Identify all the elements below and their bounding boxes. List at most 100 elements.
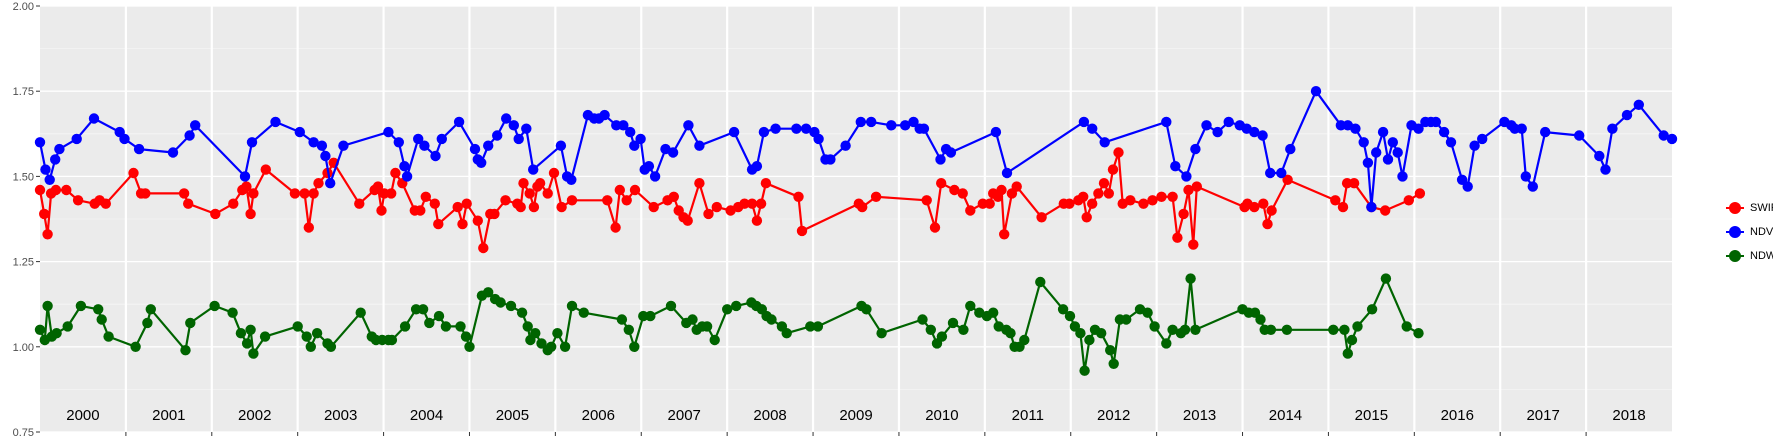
point-ndwi-10[interactable] (130, 341, 141, 352)
point-ndwi-105[interactable] (1075, 328, 1086, 339)
point-swir-137[interactable] (1403, 195, 1415, 206)
point-ndwi-21[interactable] (259, 331, 271, 342)
point-ndwi-136[interactable] (1380, 273, 1392, 284)
point-ndwi-54[interactable] (546, 341, 557, 352)
point-ndvi-1[interactable] (40, 164, 51, 175)
point-ndwi-84[interactable] (876, 328, 887, 339)
point-ndvi-37[interactable] (508, 120, 519, 131)
point-ndvi-101[interactable] (1310, 86, 1322, 97)
point-swir-100[interactable] (1011, 181, 1022, 192)
point-ndvi-8[interactable] (119, 133, 130, 145)
point-ndvi-88[interactable] (1170, 161, 1181, 172)
point-ndvi-57[interactable] (667, 147, 679, 158)
point-ndvi-82[interactable] (990, 126, 1002, 138)
point-ndwi-111[interactable] (1108, 358, 1119, 369)
point-swir-12[interactable] (140, 188, 151, 199)
point-ndwi-46[interactable] (495, 297, 506, 308)
point-ndvi-65[interactable] (791, 123, 802, 134)
point-swir-58[interactable] (548, 167, 560, 179)
point-ndwi-58[interactable] (578, 307, 589, 318)
point-ndwi-18[interactable] (241, 338, 253, 349)
point-ndwi-49[interactable] (522, 321, 533, 332)
point-ndvi-111[interactable] (1387, 137, 1399, 148)
point-swir-61[interactable] (602, 195, 613, 206)
point-ndwi-19[interactable] (245, 324, 256, 335)
point-ndwi-138[interactable] (1413, 328, 1424, 339)
point-ndvi-119[interactable] (1438, 126, 1450, 138)
point-ndwi-97[interactable] (1005, 328, 1016, 339)
point-ndwi-110[interactable] (1105, 345, 1116, 356)
point-ndwi-11[interactable] (142, 317, 153, 329)
point-ndwi-20[interactable] (248, 348, 259, 359)
point-ndwi-122[interactable] (1190, 324, 1201, 335)
point-ndvi-26[interactable] (413, 133, 424, 145)
point-ndvi-99[interactable] (1276, 167, 1287, 179)
point-ndvi-21[interactable] (338, 140, 349, 151)
point-ndvi-13[interactable] (239, 171, 251, 182)
point-ndvi-90[interactable] (1190, 143, 1201, 155)
point-ndvi-2[interactable] (44, 174, 55, 185)
point-ndwi-107[interactable] (1084, 334, 1095, 346)
point-swir-109[interactable] (1098, 178, 1110, 189)
point-ndvi-135[interactable] (1607, 123, 1618, 134)
point-swir-115[interactable] (1138, 198, 1149, 209)
point-swir-20[interactable] (248, 188, 259, 199)
point-swir-85[interactable] (857, 201, 868, 213)
point-ndvi-31[interactable] (469, 143, 481, 155)
point-ndwi-38[interactable] (433, 310, 445, 322)
point-ndvi-33[interactable] (476, 157, 487, 168)
point-ndwi-8[interactable] (96, 314, 107, 325)
point-ndwi-23[interactable] (301, 331, 312, 342)
point-ndvi-9[interactable] (133, 143, 145, 155)
point-ndvi-106[interactable] (1362, 157, 1374, 168)
point-ndwi-118[interactable] (1167, 324, 1178, 335)
point-ndvi-24[interactable] (399, 161, 410, 172)
point-ndwi-71[interactable] (722, 304, 733, 315)
point-ndwi-4[interactable] (51, 328, 62, 339)
point-swir-2[interactable] (42, 229, 53, 240)
point-ndwi-37[interactable] (424, 317, 435, 329)
point-ndvi-0[interactable] (34, 137, 46, 148)
point-swir-81[interactable] (760, 178, 772, 189)
point-swir-64[interactable] (621, 195, 632, 206)
point-swir-68[interactable] (668, 191, 679, 202)
point-swir-119[interactable] (1172, 232, 1183, 243)
point-ndwi-52[interactable] (536, 338, 547, 349)
point-swir-57[interactable] (542, 188, 553, 199)
point-ndvi-74[interactable] (886, 120, 897, 131)
point-ndwi-102[interactable] (1057, 304, 1069, 315)
point-swir-106[interactable] (1081, 212, 1092, 223)
point-swir-1[interactable] (39, 208, 50, 220)
point-ndwi-48[interactable] (516, 307, 528, 318)
point-ndvi-136[interactable] (1621, 109, 1633, 121)
point-ndwi-42[interactable] (464, 341, 475, 352)
point-swir-19[interactable] (245, 208, 256, 220)
point-ndwi-90[interactable] (958, 324, 969, 335)
point-swir-34[interactable] (386, 188, 397, 199)
point-ndwi-63[interactable] (645, 310, 656, 322)
point-swir-24[interactable] (303, 222, 314, 233)
point-swir-89[interactable] (936, 178, 947, 189)
point-ndvi-18[interactable] (316, 140, 328, 151)
point-ndwi-101[interactable] (1035, 276, 1046, 288)
point-ndwi-69[interactable] (701, 321, 713, 332)
point-swir-138[interactable] (1414, 188, 1426, 199)
point-swir-130[interactable] (1282, 174, 1293, 185)
point-swir-0[interactable] (34, 184, 46, 196)
point-ndvi-129[interactable] (1520, 171, 1532, 182)
point-ndvi-41[interactable] (555, 140, 567, 151)
point-swir-132[interactable] (1337, 201, 1349, 213)
point-ndwi-56[interactable] (559, 341, 571, 352)
point-ndvi-84[interactable] (1078, 116, 1090, 128)
point-swir-35[interactable] (390, 167, 401, 179)
point-ndvi-14[interactable] (246, 137, 258, 148)
point-ndvi-4[interactable] (54, 143, 65, 155)
point-ndwi-44[interactable] (483, 287, 494, 298)
point-ndwi-13[interactable] (180, 345, 191, 356)
point-ndwi-12[interactable] (145, 304, 156, 315)
point-ndvi-134[interactable] (1600, 164, 1611, 175)
point-swir-126[interactable] (1249, 201, 1260, 213)
point-swir-14[interactable] (183, 198, 194, 209)
point-swir-42[interactable] (452, 201, 463, 213)
point-swir-94[interactable] (984, 198, 995, 209)
